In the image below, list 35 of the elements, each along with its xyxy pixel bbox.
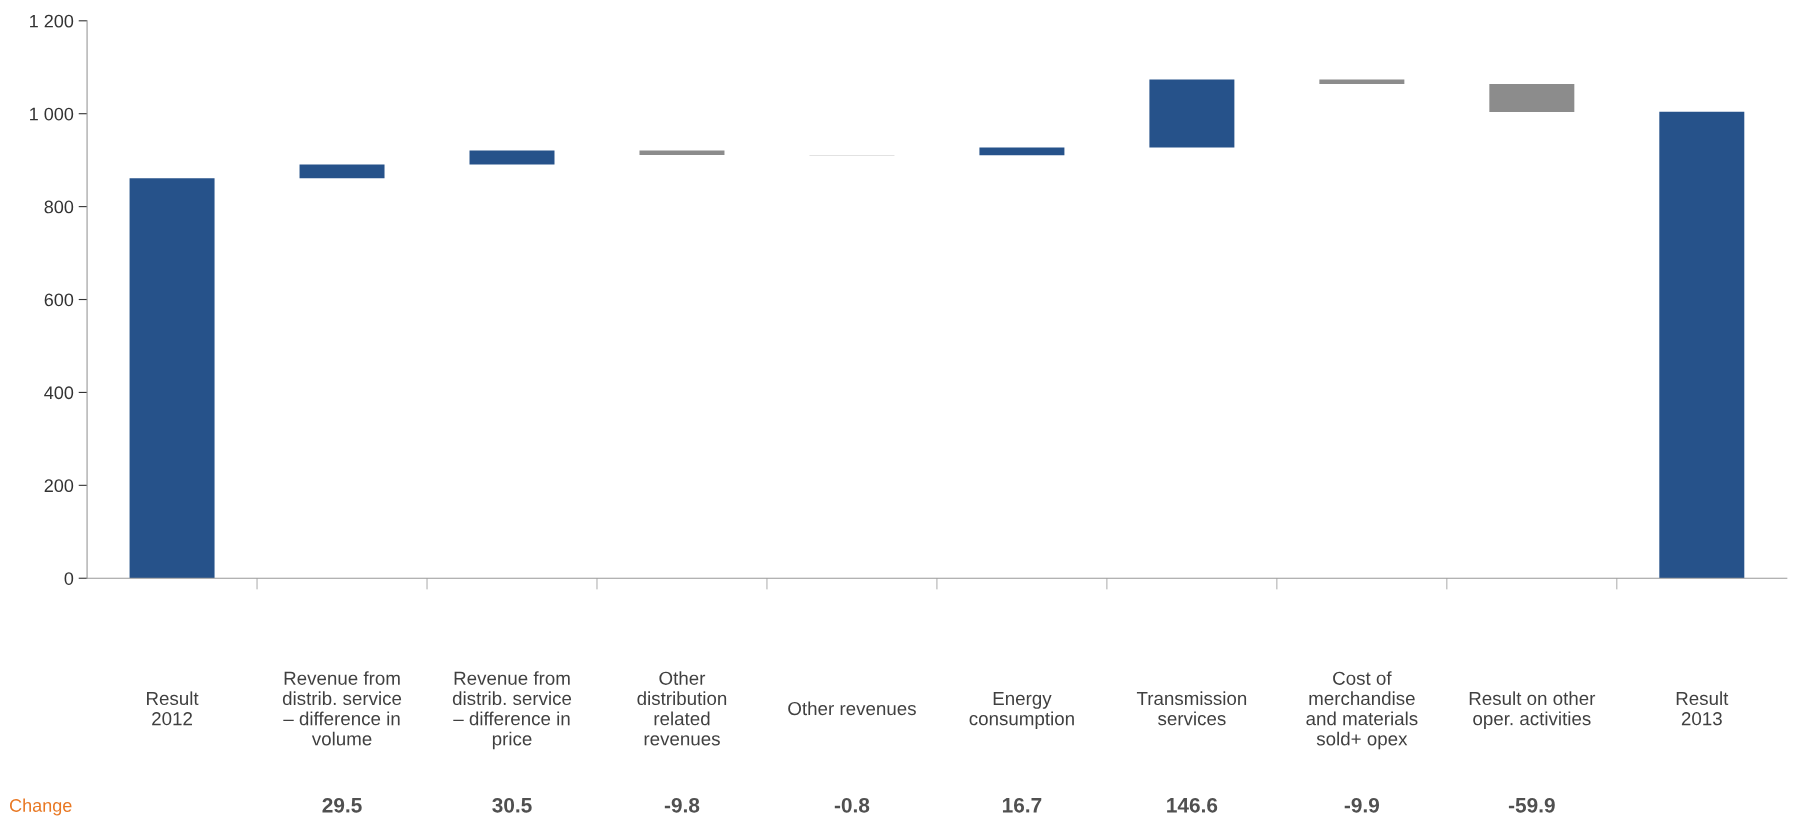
y-tick-label: 1 200 (30, 14, 74, 28)
bar (639, 150, 725, 155)
bar (1659, 111, 1745, 579)
data-label: -9.8 (664, 797, 700, 813)
x-tick-label: Result on other oper. activities (1469, 691, 1596, 730)
y-tick-label: 0 (64, 572, 74, 585)
bar (469, 150, 555, 165)
bar (979, 147, 1065, 156)
x-tick-label: Result 2012 (147, 691, 199, 726)
y-tick-label: 200 (44, 479, 74, 493)
y-tick-label: 1 000 (30, 107, 74, 121)
y-tick-label: 400 (44, 386, 74, 400)
data-label: 30.5 (492, 797, 532, 813)
bar (1149, 79, 1235, 148)
y-tick-label: 800 (44, 200, 74, 214)
x-tick-label: Revenue from distrib. service – difference in volume (282, 671, 402, 746)
x-tick-label: Result 2013 (1676, 691, 1729, 726)
data-label: -59.9 (1508, 797, 1555, 813)
x-tick-label: Other distribution related revenues (637, 671, 727, 746)
bar (1489, 84, 1575, 112)
x-tick-label: Cost of merchandise and materials sold+ opex (1306, 671, 1418, 750)
data-label: 146.6 (1167, 797, 1218, 813)
x-tick-label: Transmission services (1136, 691, 1247, 726)
data-label: -9.9 (1344, 797, 1380, 813)
bar (129, 178, 215, 579)
data-label: 29.5 (322, 797, 362, 813)
x-tick-label: Energy consumption (969, 692, 1074, 730)
x-tick-label: Revenue from distrib. service – difference in price (452, 671, 572, 750)
x-tick-label: Other revenues (788, 701, 916, 716)
data-label: -0.8 (834, 797, 870, 813)
bar (299, 164, 385, 179)
bar (1319, 79, 1405, 85)
y-tick-label: 600 (44, 293, 74, 307)
text: Change (9, 798, 72, 816)
data-label: 16.7 (1002, 797, 1042, 813)
